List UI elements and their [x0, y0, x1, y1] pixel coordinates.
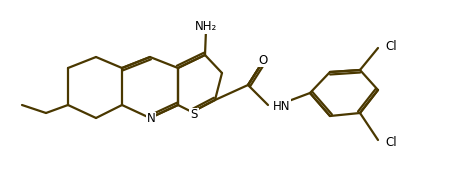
- Text: O: O: [258, 54, 268, 66]
- Text: Cl: Cl: [385, 135, 397, 148]
- Text: S: S: [190, 109, 197, 121]
- Text: Cl: Cl: [385, 40, 397, 52]
- Text: N: N: [147, 112, 155, 125]
- Text: NH₂: NH₂: [195, 20, 217, 33]
- Text: HN: HN: [273, 100, 290, 112]
